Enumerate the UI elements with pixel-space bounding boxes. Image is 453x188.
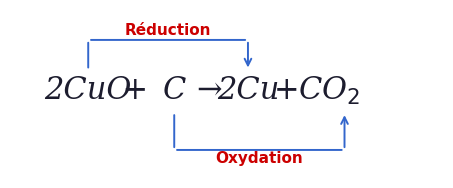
Text: 2CuO: 2CuO bbox=[44, 75, 132, 106]
Text: +: + bbox=[103, 75, 168, 106]
Text: +: + bbox=[274, 75, 299, 106]
Text: 2Cu: 2Cu bbox=[217, 75, 279, 106]
Text: →: → bbox=[197, 75, 222, 106]
Text: C: C bbox=[163, 75, 186, 106]
Text: CO$_2$: CO$_2$ bbox=[298, 75, 360, 107]
Text: Réduction: Réduction bbox=[125, 24, 212, 39]
Text: Oxydation: Oxydation bbox=[216, 151, 303, 166]
